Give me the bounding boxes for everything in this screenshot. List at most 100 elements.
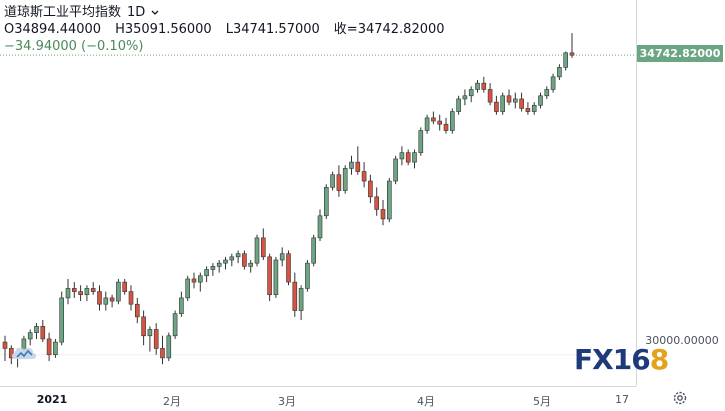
candle xyxy=(443,117,449,134)
candle xyxy=(368,174,373,204)
candle xyxy=(279,247,285,267)
candle-body-up xyxy=(330,174,335,188)
open-value: O34894.44000 xyxy=(4,22,102,37)
candle-body-up xyxy=(53,341,58,356)
symbol-title[interactable]: 道琼斯工业平均指数 xyxy=(4,5,122,20)
candle-body-up xyxy=(418,130,424,153)
candle xyxy=(323,184,329,219)
candle xyxy=(569,33,575,58)
candle-body-up xyxy=(538,95,543,106)
candle xyxy=(198,272,203,292)
candle xyxy=(557,64,562,80)
time-label-may: 5月 xyxy=(533,395,551,408)
candle-body-up xyxy=(563,52,569,68)
candle xyxy=(531,102,537,115)
candlestick-chart[interactable] xyxy=(0,0,636,386)
chart-legend: 道琼斯工业平均指数 1D O34894.44000 H35091.56000 L… xyxy=(4,4,453,55)
candle-body-down xyxy=(267,256,272,296)
candle xyxy=(512,92,518,109)
candle-body-up xyxy=(462,95,468,100)
candle xyxy=(223,256,228,270)
candle xyxy=(286,250,291,286)
candle xyxy=(72,282,77,298)
candle xyxy=(494,95,499,115)
candle-body-down xyxy=(40,326,46,340)
candle xyxy=(153,323,159,355)
candle xyxy=(405,149,411,166)
candle-body-up xyxy=(531,104,537,112)
tradingview-cloud-icon[interactable] xyxy=(10,343,38,361)
candle-body-up xyxy=(166,335,172,359)
candle-body-down xyxy=(153,329,159,349)
candle xyxy=(210,263,216,276)
price-level-label: 30000.00000 xyxy=(645,334,719,347)
candle-body-up xyxy=(172,313,178,337)
chevron-down-icon[interactable] xyxy=(151,9,159,17)
candle xyxy=(122,278,127,295)
price-axis[interactable]: 30000.00000 xyxy=(636,0,725,386)
candle-body-up xyxy=(185,278,190,299)
candle xyxy=(160,335,165,365)
candle-body-down xyxy=(431,117,436,122)
gear-icon[interactable] xyxy=(672,390,688,406)
candle-body-down xyxy=(78,291,83,296)
candle xyxy=(78,285,83,302)
candle xyxy=(185,275,190,302)
candle xyxy=(9,345,14,365)
candle-body-down xyxy=(97,291,102,305)
candle xyxy=(273,256,279,298)
candle-body-down xyxy=(46,338,52,356)
candle-body-down xyxy=(336,174,342,191)
candle-body-up xyxy=(223,259,228,264)
fx168-logo: FX168 xyxy=(574,343,670,376)
candle xyxy=(519,92,524,112)
candle-body-up xyxy=(399,152,405,160)
candle-body-down xyxy=(286,253,291,283)
candle-body-up xyxy=(179,297,184,314)
candle-body-up xyxy=(349,161,354,169)
candle-body-up xyxy=(557,67,562,78)
candle xyxy=(468,86,474,103)
time-label-apr: 4月 xyxy=(417,395,435,408)
candle-body-up xyxy=(475,82,480,90)
candle xyxy=(40,320,46,343)
candle-body-up xyxy=(512,98,518,103)
candle xyxy=(563,51,569,71)
candle-body-down xyxy=(405,152,411,163)
candle xyxy=(248,260,253,273)
candle-body-up xyxy=(216,262,222,267)
candle xyxy=(462,89,468,106)
candle-body-up xyxy=(386,180,392,220)
candle-body-down xyxy=(72,288,77,292)
candle-body-up xyxy=(323,187,329,217)
time-axis[interactable]: 2021 2月 3月 4月 5月 17 xyxy=(0,386,636,411)
candle-body-up xyxy=(273,259,279,296)
candle xyxy=(437,114,443,131)
logo-text-main: FX16 xyxy=(574,343,651,376)
candle xyxy=(109,294,115,308)
candle-body-down xyxy=(374,196,380,210)
candle xyxy=(456,95,461,115)
candle-body-down xyxy=(525,108,531,112)
candle xyxy=(550,73,556,93)
candle xyxy=(393,155,398,185)
candle xyxy=(355,146,361,175)
candle-body-up xyxy=(550,76,556,90)
candle xyxy=(235,250,241,264)
interval-label[interactable]: 1D xyxy=(127,5,146,20)
last-price-tag: 34742.82000 xyxy=(637,45,723,62)
candle xyxy=(374,187,380,216)
candle xyxy=(311,234,317,267)
candle-body-down xyxy=(355,161,361,172)
candle xyxy=(90,282,96,295)
candle xyxy=(2,335,8,362)
candle-body-down xyxy=(437,120,443,125)
candle-body-up xyxy=(305,262,310,289)
candle-body-down xyxy=(128,291,134,305)
candle-body-down xyxy=(122,281,127,292)
high-value: H35091.56000 xyxy=(115,22,212,37)
logo-text-accent: 8 xyxy=(649,343,670,376)
candle xyxy=(204,266,209,283)
candle-body-up xyxy=(456,98,461,112)
